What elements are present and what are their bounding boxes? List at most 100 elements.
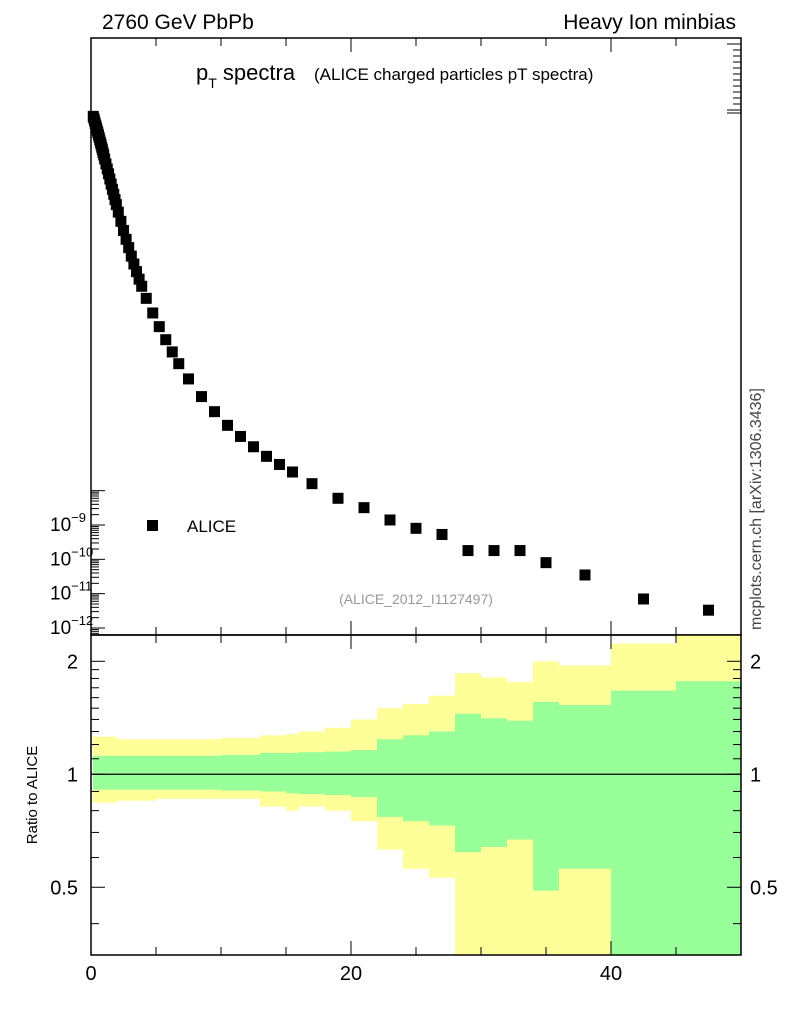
plot-subtitle: (ALICE charged particles pT spectra) xyxy=(314,65,593,84)
side-label: mcplots.cern.ch [arXiv:1306.3436] xyxy=(748,388,765,630)
analysis-id: (ALICE_2012_I1127497) xyxy=(339,591,493,607)
data-point xyxy=(638,593,649,605)
legend-label: ALICE xyxy=(187,517,236,536)
ratio-inner-band xyxy=(533,701,559,891)
data-point xyxy=(120,233,132,245)
data-point xyxy=(703,604,714,616)
data-point xyxy=(147,307,159,319)
ratio-inner-band xyxy=(299,752,325,795)
legend-marker xyxy=(147,520,158,531)
data-point xyxy=(123,242,135,254)
tick-base: 10 xyxy=(50,515,71,536)
data-point xyxy=(196,391,207,403)
header-right: Heavy Ion minbias xyxy=(563,11,736,34)
data-point xyxy=(306,478,318,490)
data-point xyxy=(222,419,233,431)
tick-exponent: −12 xyxy=(71,613,93,628)
ratio-inner-band xyxy=(676,681,741,955)
ratio-inner-band xyxy=(559,704,611,869)
ratio-inner-band xyxy=(611,690,676,955)
x-tick-label: 0 xyxy=(85,963,96,985)
tick-base: 10 xyxy=(50,584,71,605)
ratio-inner-band xyxy=(325,751,351,796)
ratio-inner-band xyxy=(286,752,299,794)
ratio-tick-labels: 0.5 0.5 1 1 2 2 xyxy=(50,651,778,899)
data-point xyxy=(488,545,500,557)
title-rest: spectra xyxy=(217,60,296,85)
ratio-panel: 0.5 0.5 1 1 2 2 Ratio to ALICE xyxy=(24,38,778,956)
main-y-minor-ticks xyxy=(91,43,741,634)
data-point xyxy=(358,502,370,514)
data-point xyxy=(183,373,194,385)
data-point xyxy=(166,346,178,358)
data-point xyxy=(514,545,526,557)
tick-exponent: −11 xyxy=(71,579,92,594)
data-point xyxy=(235,430,246,442)
ratio-inner-band xyxy=(481,718,507,848)
data-point xyxy=(112,206,124,218)
ratio-y-tick-label-right: 2 xyxy=(750,651,761,673)
data-point xyxy=(462,545,474,557)
data-point xyxy=(131,266,142,278)
main-y-tick-label: 10−12 xyxy=(50,613,93,639)
data-point xyxy=(332,492,344,504)
data-point xyxy=(410,522,422,534)
main-y-tick-label: 10−9 xyxy=(50,510,86,536)
ratio-inner-band xyxy=(403,735,429,822)
data-point xyxy=(115,215,127,227)
data-point xyxy=(384,514,396,526)
x-tick-labels: 0 20 40 xyxy=(85,963,622,985)
data-point xyxy=(125,250,137,262)
ratio-inner-band xyxy=(260,752,286,792)
data-point xyxy=(173,358,185,370)
data-point xyxy=(274,458,285,470)
ratio-y-tick-label: 1 xyxy=(67,764,78,786)
ratio-inner-band xyxy=(117,755,156,790)
data-point xyxy=(160,334,172,346)
data-point xyxy=(110,199,122,211)
data-point xyxy=(128,258,140,270)
alice-data-points xyxy=(87,110,714,616)
ratio-inner-band xyxy=(221,755,260,791)
ratio-y-tick-label: 2 xyxy=(67,651,78,673)
data-point xyxy=(579,569,591,581)
ratio-y-tick-label: 0.5 xyxy=(50,877,78,899)
ratio-inner-band xyxy=(351,750,377,797)
header-left: 2760 GeV PbPb xyxy=(102,11,254,34)
data-point xyxy=(153,321,165,333)
ratio-y-tick-label-right: 0.5 xyxy=(750,877,778,899)
main-y-tick-label: 10−11 xyxy=(50,579,92,605)
x-tick-label: 20 xyxy=(340,963,362,985)
ratio-inner-band xyxy=(429,731,455,826)
data-point xyxy=(540,557,552,569)
tick-exponent: −10 xyxy=(71,544,93,559)
main-y-tick-label: 10−10 xyxy=(50,544,93,570)
title-p: p xyxy=(196,60,208,85)
ratio-inner-band xyxy=(507,720,533,840)
data-point xyxy=(209,406,220,418)
ratio-inner-band xyxy=(455,713,481,853)
ratio-inner-band xyxy=(377,739,403,817)
ratio-inner-band xyxy=(156,755,221,790)
data-point xyxy=(118,224,129,236)
data-point xyxy=(140,292,152,304)
ratio-frame xyxy=(90,634,742,956)
main-frame xyxy=(90,37,742,636)
data-point xyxy=(136,280,148,292)
ratio-inner-band xyxy=(92,755,117,790)
ratio-bands xyxy=(92,635,741,955)
x-tick-label: 40 xyxy=(600,963,622,985)
tick-base: 10 xyxy=(50,618,71,639)
tick-exponent: −9 xyxy=(71,510,86,525)
plot-title: pT spectra xyxy=(196,60,296,91)
data-point xyxy=(436,528,448,540)
data-point xyxy=(248,441,259,453)
data-point xyxy=(133,273,145,285)
ratio-ylabel: Ratio to ALICE xyxy=(24,746,41,844)
ratio-y-tick-label-right: 1 xyxy=(750,764,761,786)
data-point xyxy=(287,466,298,478)
